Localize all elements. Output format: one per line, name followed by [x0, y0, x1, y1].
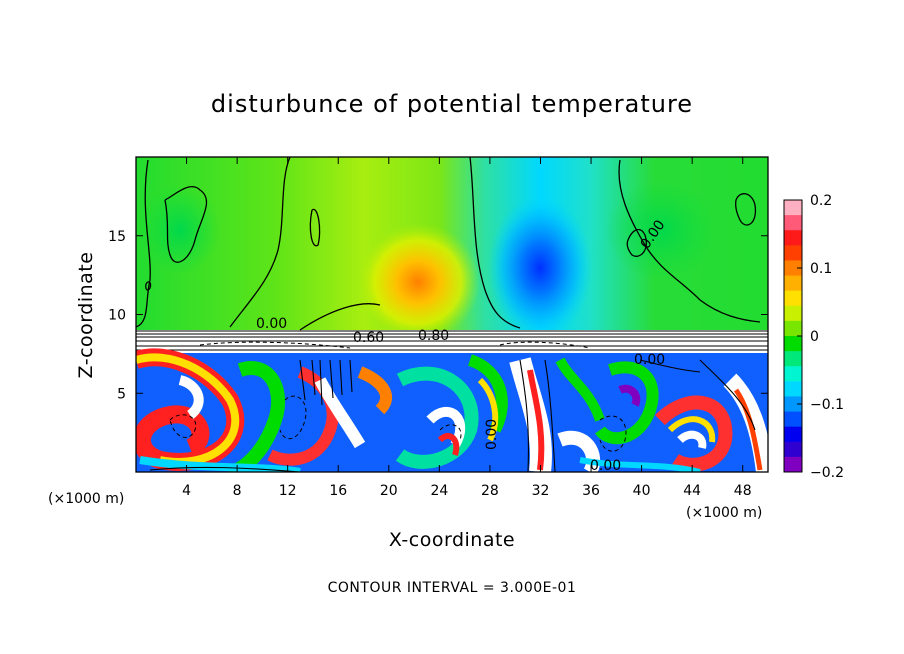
contour-label: 0.00: [256, 316, 287, 332]
colorbar-swatch: [784, 230, 802, 246]
inversion-band: [136, 330, 768, 354]
contour-label: 0.00: [590, 458, 621, 474]
x-tick-label: 16: [329, 483, 347, 499]
contour-interval-text: CONTOUR INTERVAL = 3.000E-01: [328, 580, 577, 596]
colorbar-swatch: [784, 260, 802, 277]
contour-label: 0.60: [353, 330, 384, 346]
contour-lines: [136, 157, 761, 331]
y-tick-label: 15: [108, 229, 126, 245]
x-tick-label: 28: [481, 483, 499, 499]
plot-area: 0.00 0.00 0.60 0.80 0.00 0.00 0.00: [136, 157, 768, 474]
x-tick-label: 36: [582, 483, 600, 499]
y-axis-label: Z-coordinate: [75, 252, 97, 379]
colorbar-tick-label: 0.1: [810, 261, 832, 277]
colorbar-swatch: [784, 381, 802, 397]
colorbar-swatch: [784, 305, 802, 322]
colorbar-frame: [783, 199, 803, 473]
y-axis: 5 10 15: [108, 229, 768, 402]
turbulent-swirls: [136, 348, 768, 472]
x-axis-label: X-coordinate: [389, 529, 515, 551]
colorbar-tick-label: 0.2: [810, 193, 832, 209]
colorbar-swatch: [784, 411, 802, 428]
contour-lines-lower: [149, 359, 756, 472]
colorbar-swatch: [784, 290, 802, 307]
x-tick-label: 48: [734, 483, 752, 499]
colorbar-swatch: [784, 426, 802, 443]
colorbar-tick-label: −0.1: [810, 397, 844, 413]
cool-anomaly: [488, 196, 592, 340]
contour-label-group: 0.00 0.00 0.60 0.80 0.00 0.00 0.00: [256, 217, 669, 474]
colorbar-swatch: [784, 456, 802, 473]
chart-title: disturbunce of potential temperature: [211, 90, 693, 118]
x-tick-label: 12: [279, 483, 297, 499]
x-tick-label: 44: [683, 483, 701, 499]
colorbar-swatch: [784, 275, 802, 292]
colorbar-swatch: [784, 366, 802, 382]
x-tick-label: 20: [380, 483, 398, 499]
colorbar-swatch: [784, 245, 802, 261]
x-tick-label: 4: [182, 483, 191, 499]
colorbar-swatch: [784, 320, 802, 337]
x-axis-unit: (×1000 m): [686, 505, 762, 521]
contour-label: 0.80: [418, 328, 449, 344]
colorbar-swatch: [784, 351, 802, 367]
colorbar: [784, 200, 802, 473]
x-axis: 4 8 12 16 20 24 28 32 36 40 44 48: [182, 157, 752, 499]
colorbar-swatch: [784, 336, 802, 352]
colorbar-ticks: 0.2 0.1 0 −0.1 −0.2: [797, 193, 844, 481]
colorbar-swatch: [784, 396, 802, 413]
contour-label: 0.00: [634, 352, 665, 368]
x-tick-label: 40: [633, 483, 651, 499]
contour-label: 0.00: [484, 419, 500, 450]
x-tick-label: 24: [430, 483, 448, 499]
colorbar-swatch: [784, 441, 802, 458]
y-tick-label: 10: [108, 308, 126, 324]
x-tick-label: 8: [233, 483, 242, 499]
colorbar-tick-label: −0.2: [810, 465, 844, 481]
y-tick-label: 5: [117, 386, 126, 402]
green-patch: [140, 185, 220, 275]
contour-lines-negative: [169, 341, 627, 452]
colorbar-tick-label: 0: [810, 329, 819, 345]
x-tick-label: 32: [532, 483, 550, 499]
colorbar-swatch: [784, 200, 802, 216]
colorbar-swatch: [784, 215, 802, 231]
warm-anomaly: [356, 222, 480, 342]
z-axis-unit: (×1000 m): [48, 491, 124, 507]
